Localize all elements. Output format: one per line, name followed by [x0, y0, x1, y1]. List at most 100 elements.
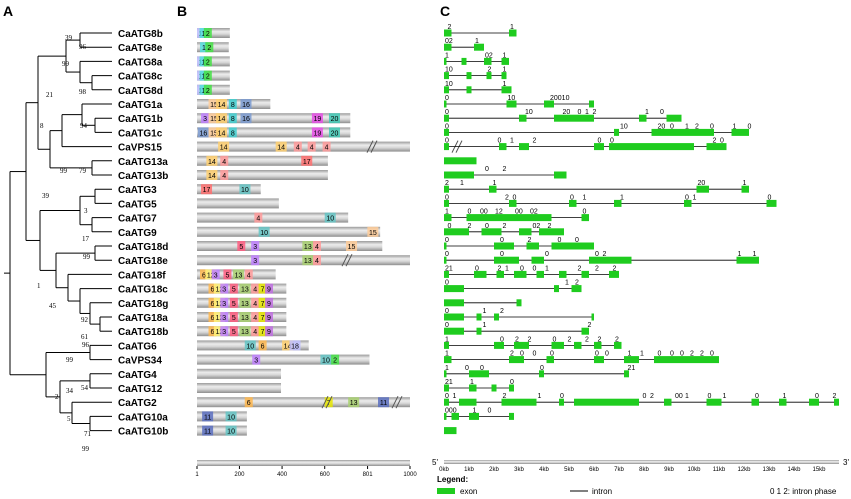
- gene-axis-label-11: 11kb: [713, 467, 726, 473]
- exon-CaATG2-1: [459, 398, 477, 406]
- protein-bar-CaATG18d: [197, 241, 383, 251]
- exon-CaATG18f-2: [496, 270, 504, 278]
- phase-label-CaATG6-1: 0: [500, 336, 504, 343]
- motif-label-CaATG18f-5: 4: [247, 272, 251, 279]
- exon-CaVPS34-3: [594, 356, 604, 364]
- phase-label-CaATG1b-6: 1: [645, 109, 649, 116]
- exon-CaATG18a-0: [444, 313, 464, 321]
- motif-label-CaVPS15-1: 14: [277, 145, 285, 152]
- exon-CaATG8c-2: [486, 72, 492, 80]
- phase-label-CaATG1c-4: 1: [685, 123, 689, 130]
- exon-CaATG6-5: [594, 341, 602, 349]
- bootstrap-CaATG18a: 61: [81, 333, 89, 341]
- phase-label-CaATG6-2: 2: [515, 336, 519, 343]
- motif-label-CaATG1c-3: 8: [231, 130, 235, 137]
- gene-name-CaVPS15: CaVPS15: [118, 143, 162, 154]
- exon-CaATG3-0: [444, 185, 449, 193]
- exon-CaATG2-4: [574, 398, 639, 406]
- exon-CaATG1c-0: [444, 128, 449, 136]
- phase-label-CaATG2-8: 1: [685, 393, 689, 400]
- phase-label-CaATG3-2: 1: [493, 180, 497, 187]
- motif-label-CaATG18b-2: 3: [222, 329, 226, 336]
- motif-label-CaATG18g-2: 3: [222, 301, 226, 308]
- phase-label-CaATG18d-0: 0: [445, 237, 449, 244]
- motif-label-CaATG18c-4: 13: [241, 287, 249, 294]
- exon-CaATG5-3: [614, 199, 622, 207]
- motif-box-CaATG8e-0: [199, 42, 208, 53]
- exon-CaATG18d-0: [444, 242, 447, 250]
- motif-label-CaATG18d-2: 13: [304, 244, 312, 251]
- exon-CaATG7-1: [466, 214, 552, 222]
- exon-CaVPS34-2: [546, 356, 554, 364]
- motif-label-CaATG18g-4: 13: [241, 301, 249, 308]
- motif-label-CaATG2-3: 11: [380, 400, 387, 407]
- motif-label-CaATG18a-4: 13: [241, 315, 249, 322]
- motif-label-CaATG3-1: 10: [241, 187, 249, 194]
- phase-label-CaATG2-14: 2: [833, 393, 837, 400]
- motif-label-CaATG10b-1: 10: [227, 429, 235, 436]
- exon-CaATG2-2: [501, 398, 537, 406]
- motif-box-CaATG10b-0: [202, 425, 214, 436]
- phase-label-CaATG18f-2: 2: [498, 265, 502, 272]
- phase-label-CaATG13b-0: 0: [485, 166, 489, 173]
- phase-label-CaVPS34-6: 0: [605, 351, 609, 358]
- exon-CaATG9-2: [519, 228, 532, 236]
- gene-axis-3prime: 3': [843, 458, 849, 467]
- motif-box-CaATG18d-3: [312, 241, 321, 251]
- phase-label-CaATG2-5: 0: [643, 393, 647, 400]
- phase-label-CaATG18d-4: 0: [575, 237, 579, 244]
- bootstrap-CaATG8e: 96: [79, 43, 87, 51]
- protein-axis-bar: [197, 460, 410, 466]
- bootstrap-CaATG10b: 99: [82, 445, 90, 453]
- gene-name-CaATG12: CaATG12: [118, 384, 163, 395]
- motif-label-CaATG7-0: 4: [256, 216, 260, 223]
- motif-box-CaATG1b-5: [311, 113, 323, 124]
- motif-label-CaVPS34-1: 10: [322, 358, 330, 365]
- motif-label-CaATG18f-0: 6: [202, 272, 206, 279]
- protein-bar-CaATG9: [197, 226, 381, 237]
- exon-CaATG8d-0: [444, 86, 449, 94]
- motif-box-CaATG18g-7: [265, 297, 274, 308]
- motif-label-CaATG18a-2: 3: [222, 315, 226, 322]
- phase-label-CaATG7-2: 00: [480, 209, 488, 216]
- phase-label-CaATG1c-6: 0: [710, 123, 714, 130]
- phase-label-CaATG12-1: 1: [470, 379, 474, 386]
- phase-label-CaVPS34-0: 1: [445, 351, 449, 358]
- bootstrap-CaATG18b: 96: [82, 341, 90, 349]
- motif-box-CaATG18f-1: [205, 269, 217, 280]
- motif-label-CaATG8a-2: 2: [206, 59, 210, 66]
- motif-box-CaATG18b-2: [220, 326, 229, 337]
- exon-CaATG12-3: [509, 384, 514, 392]
- exon-CaATG1a-1: [506, 100, 517, 108]
- exon-CaVPS15-5: [706, 143, 727, 151]
- phase-label-CaATG5-3: 0: [570, 194, 574, 201]
- exon-CaATG7-0: [444, 214, 452, 222]
- phase-label-CaATG18b-2: 2: [588, 322, 592, 329]
- gene-axis-label-7: 7kb: [614, 467, 624, 473]
- motif-box-CaATG13b-0: [206, 170, 218, 180]
- phase-label-CaATG3-0: 2: [445, 180, 449, 187]
- gene-name-CaATG18g: CaATG18g: [118, 299, 168, 310]
- motif-box-CaATG18g-3: [229, 297, 238, 308]
- motif-label-CaATG18a-0: 6: [211, 315, 215, 322]
- phase-label-CaATG2-9: 0: [708, 393, 712, 400]
- panel-label-c: C: [440, 3, 450, 19]
- phase-label-CaVPS34-4: 0: [550, 351, 554, 358]
- phase-label-CaVPS15-3: 2: [533, 138, 537, 145]
- exon-CaATG18f-7: [609, 270, 619, 278]
- motif-box-CaATG6-1: [258, 340, 267, 351]
- gene-axis-label-9: 9kb: [664, 467, 674, 473]
- bootstrap-CaATG6: 99: [66, 356, 74, 364]
- motif-box-CaATG18a-5: [251, 312, 260, 322]
- phase-label-CaATG18e-5: 1: [738, 251, 742, 258]
- motif-label-CaVPS15-2: 4: [296, 145, 300, 152]
- motif-box-CaATG8e-1: [205, 42, 214, 53]
- motif-box-CaATG8a-2: [203, 56, 212, 67]
- motif-label-CaATG18c-6: 7: [261, 287, 265, 294]
- bootstrap-CaATG2: 5: [67, 415, 71, 423]
- legend-title: Legend:: [437, 475, 468, 484]
- motif-label-CaATG8d-2: 2: [206, 88, 210, 95]
- motif-label-CaVPS34-2: 2: [333, 358, 337, 365]
- phase-label-CaATG1c-8: 0: [748, 123, 752, 130]
- phase-label-CaATG5-2: 0: [513, 194, 517, 201]
